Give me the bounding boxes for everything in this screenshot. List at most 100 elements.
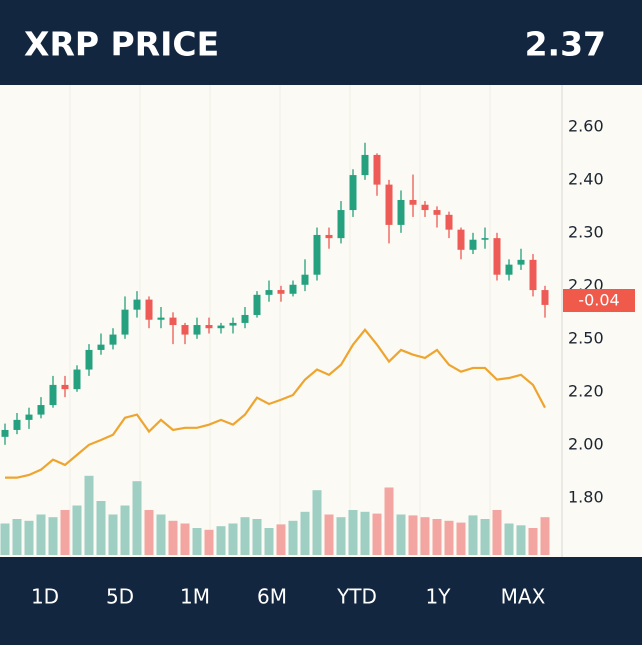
volume-bar bbox=[240, 517, 250, 555]
change-badge-bg bbox=[563, 289, 635, 312]
volume-bar bbox=[516, 525, 526, 555]
candle-body bbox=[73, 369, 81, 390]
candle-body bbox=[145, 299, 153, 320]
volume-bar bbox=[480, 519, 490, 555]
volume-bar bbox=[36, 514, 46, 555]
range-button[interactable]: YTD bbox=[336, 585, 377, 609]
volume-bar bbox=[372, 513, 382, 555]
candle-body bbox=[1, 429, 9, 437]
volume-bar bbox=[60, 510, 70, 555]
volume-bar bbox=[456, 522, 466, 555]
candle-body bbox=[337, 210, 345, 239]
header-bar bbox=[0, 0, 642, 85]
candle-body bbox=[313, 234, 321, 275]
volume-bar bbox=[252, 519, 262, 555]
price-label: 1.80 bbox=[568, 488, 604, 507]
candle-body bbox=[133, 299, 141, 310]
candle-body bbox=[265, 290, 273, 295]
trend-line bbox=[5, 328, 546, 479]
candle-body bbox=[421, 204, 429, 211]
candle-body bbox=[121, 309, 129, 335]
volume-bar bbox=[96, 501, 106, 555]
volume-bar bbox=[0, 523, 10, 555]
candle-body bbox=[193, 325, 201, 335]
volume-bar bbox=[504, 523, 514, 555]
volume-bar bbox=[348, 510, 358, 555]
volume-bar bbox=[168, 520, 178, 555]
candle-body bbox=[385, 184, 393, 225]
range-button[interactable]: 1Y bbox=[426, 585, 452, 609]
volume-bar bbox=[336, 517, 346, 555]
volume-bar bbox=[132, 481, 142, 555]
volume-bar bbox=[432, 519, 442, 555]
candle-body bbox=[205, 325, 213, 329]
volume-bar bbox=[72, 505, 82, 555]
volume-bar bbox=[324, 514, 334, 555]
candle-body bbox=[349, 175, 357, 211]
chart-area bbox=[0, 85, 642, 557]
candle-body bbox=[253, 294, 261, 315]
candle-body bbox=[289, 284, 297, 294]
volume-bar bbox=[492, 510, 502, 555]
candle-body bbox=[325, 234, 333, 239]
volume-bar bbox=[12, 519, 22, 555]
volume-bar bbox=[276, 524, 286, 555]
range-button[interactable]: 6M bbox=[257, 585, 287, 609]
candle-body bbox=[37, 405, 45, 415]
candle-body bbox=[481, 238, 489, 240]
candle-body bbox=[217, 325, 225, 329]
candle-body bbox=[517, 259, 525, 265]
range-button[interactable]: 1D bbox=[31, 585, 59, 609]
candle-body bbox=[493, 238, 501, 275]
title: XRP PRICE bbox=[24, 25, 219, 64]
candle-body bbox=[157, 317, 165, 320]
range-button[interactable]: MAX bbox=[501, 585, 546, 609]
volume-bar bbox=[540, 517, 550, 555]
volume-bar bbox=[216, 526, 226, 555]
volume-bar bbox=[468, 515, 478, 555]
volume-bar bbox=[228, 523, 238, 555]
volume-bar bbox=[396, 514, 406, 555]
volume-bar bbox=[300, 511, 310, 555]
candle-body bbox=[529, 259, 537, 291]
candle-body bbox=[277, 290, 285, 294]
volume-bar bbox=[408, 515, 418, 555]
candle-body bbox=[445, 214, 453, 230]
candle-body bbox=[505, 264, 513, 275]
candle-body bbox=[397, 199, 405, 225]
candle-body bbox=[85, 349, 93, 370]
candle-body bbox=[229, 322, 237, 326]
candle-body bbox=[361, 154, 369, 176]
volume-bar bbox=[360, 511, 370, 555]
volume-bar bbox=[312, 490, 322, 555]
volume-bar bbox=[264, 528, 274, 555]
volume-bar bbox=[528, 528, 538, 555]
price-label: 2.50 bbox=[568, 329, 604, 348]
candle-body bbox=[49, 384, 57, 406]
volume-bar bbox=[444, 520, 454, 555]
volume-bar bbox=[192, 528, 202, 555]
candle-body bbox=[457, 229, 465, 250]
range-button[interactable]: 5D bbox=[106, 585, 134, 609]
volume-bar bbox=[180, 523, 190, 555]
price-label: 2.60 bbox=[568, 117, 604, 136]
candle-body bbox=[301, 274, 309, 285]
candle-body bbox=[541, 290, 549, 305]
price-label: 2.40 bbox=[568, 170, 604, 189]
current-price: 2.37 bbox=[525, 25, 606, 64]
volume-bar bbox=[144, 510, 154, 555]
volume-bar bbox=[48, 517, 58, 555]
price-label: 2.20 bbox=[568, 382, 604, 401]
range-button[interactable]: 1M bbox=[180, 585, 210, 609]
volume-bar bbox=[420, 517, 430, 555]
volume-bar bbox=[156, 514, 166, 555]
volume-bar bbox=[84, 475, 94, 555]
candle-body bbox=[97, 344, 105, 350]
candle-body bbox=[409, 199, 417, 205]
candle-body bbox=[13, 419, 21, 430]
candle-body bbox=[169, 317, 177, 326]
candle-body bbox=[109, 334, 117, 345]
candle-body bbox=[181, 325, 189, 335]
